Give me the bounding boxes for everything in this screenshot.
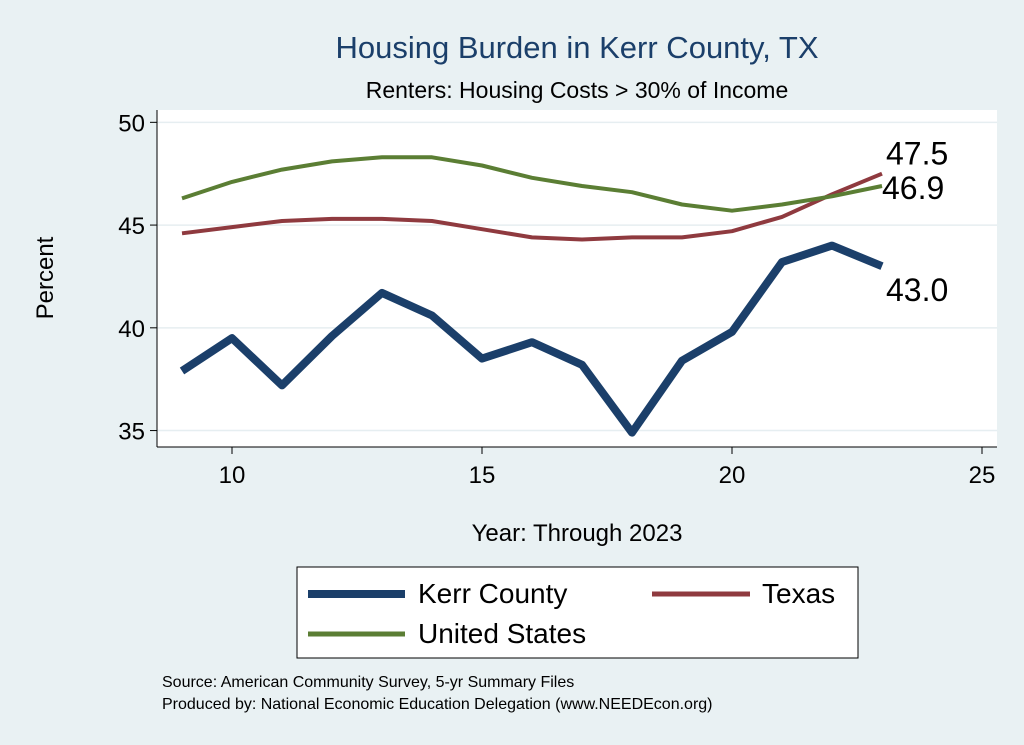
x-tick-label: 10 [219, 462, 246, 489]
series-line-texas [181, 171, 883, 242]
series-line-kerr-county [179, 241, 884, 437]
end-label-kerr-county: 43.0 [886, 272, 948, 308]
y-tick-label: 40 [118, 316, 145, 343]
end-labels: 43.0 47.546.9 [882, 136, 948, 308]
legend-items: Kerr County Texas United States [308, 578, 835, 649]
y-tick-label: 35 [118, 419, 145, 446]
producer-line: Produced by: National Economic Education… [162, 696, 713, 713]
x-tick-label: 15 [469, 462, 496, 489]
grid-lines [157, 121, 997, 432]
y-axis-title: Percent [32, 236, 59, 319]
x-tick-label: 25 [969, 462, 996, 489]
legend-label: Kerr County [418, 578, 567, 609]
x-axis-title: Year: Through 2023 [472, 520, 683, 547]
series-lines [179, 155, 884, 437]
chart-subtitle: Renters: Housing Costs > 30% of Income [366, 77, 789, 103]
axes: 35 40 45 50 10 15 20 25 [118, 110, 997, 489]
end-label-texas: 47.5 [886, 136, 948, 172]
source-line: Source: American Community Survey, 5-yr … [162, 674, 574, 691]
x-tick-label: 20 [719, 462, 746, 489]
chart-title: Housing Burden in Kerr County, TX [335, 30, 818, 65]
y-tick-label: 45 [118, 213, 145, 240]
series-line-united-states [181, 155, 883, 213]
legend-label: United States [418, 618, 586, 649]
legend-label: Texas [762, 578, 835, 609]
y-tick-label: 50 [118, 110, 145, 137]
legend [296, 566, 859, 659]
end-label-united-states: 46.9 [882, 170, 944, 206]
plot-area [157, 110, 997, 447]
